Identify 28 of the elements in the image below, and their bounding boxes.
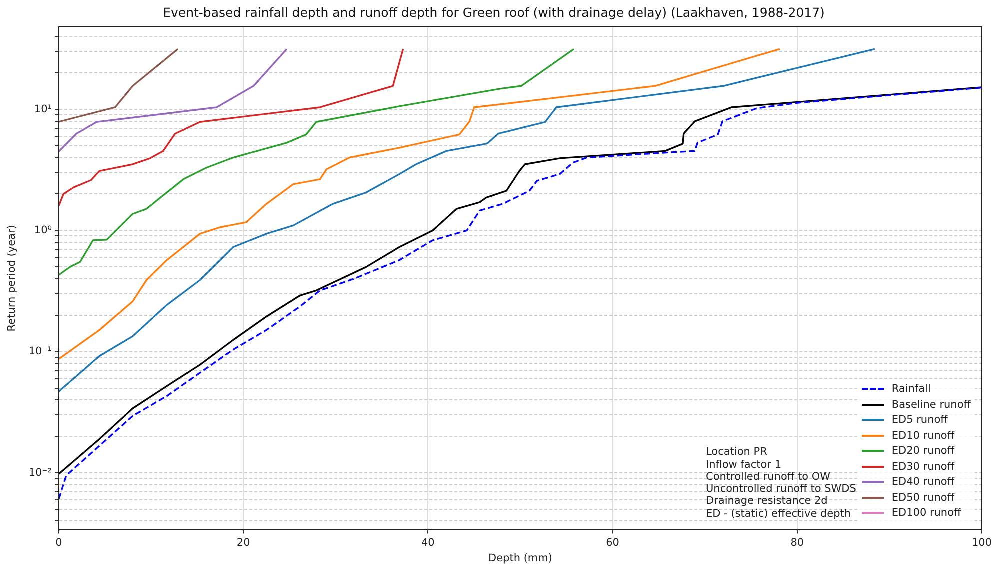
y-tick-label: 10⁻² [28, 466, 52, 479]
y-tick-label: 10¹ [34, 103, 52, 116]
x-tick-label: 60 [606, 536, 620, 549]
legend-label: ED10 runoff [892, 430, 955, 442]
annotation: ED - (static) effective depth [706, 508, 852, 520]
y-tick-label: 10⁰ [34, 224, 52, 236]
x-tick-label: 40 [422, 536, 435, 549]
annotation: Inflow factor 1 [706, 458, 782, 471]
y-axis-title: Return period (year) [6, 225, 18, 332]
x-tick-label: 80 [790, 536, 804, 549]
legend-label: ED5 runoff [892, 414, 948, 426]
legend-label: Rainfall [892, 383, 931, 396]
chart-title: Event-based rainfall depth and runoff depth for Green roof (with drainage delay) (Laakhaven, 1988-2017) [163, 4, 825, 20]
x-tick-label: 20 [236, 536, 250, 549]
annotation: Drainage resistance 2d [706, 495, 829, 508]
annotation: Location PR [706, 446, 768, 459]
annotation: Uncontrolled runoff to SWDS [706, 483, 856, 496]
legend-label: ED30 runoff [892, 460, 955, 473]
x-tick-label: 100 [972, 536, 992, 549]
legend-label: ED20 runoff [892, 445, 955, 458]
x-axis-title: Depth (mm) [488, 552, 552, 564]
legend-label: ED40 runoff [892, 476, 955, 488]
y-tick-label: 10⁻¹ [28, 346, 52, 358]
legend-label: ED100 runoff [892, 507, 962, 520]
legend-label: Baseline runoff [892, 398, 971, 411]
x-tick-label: 0 [56, 536, 62, 549]
annotation: Controlled runoff to OW [706, 470, 832, 484]
legend-label: ED50 runoff [892, 492, 955, 504]
